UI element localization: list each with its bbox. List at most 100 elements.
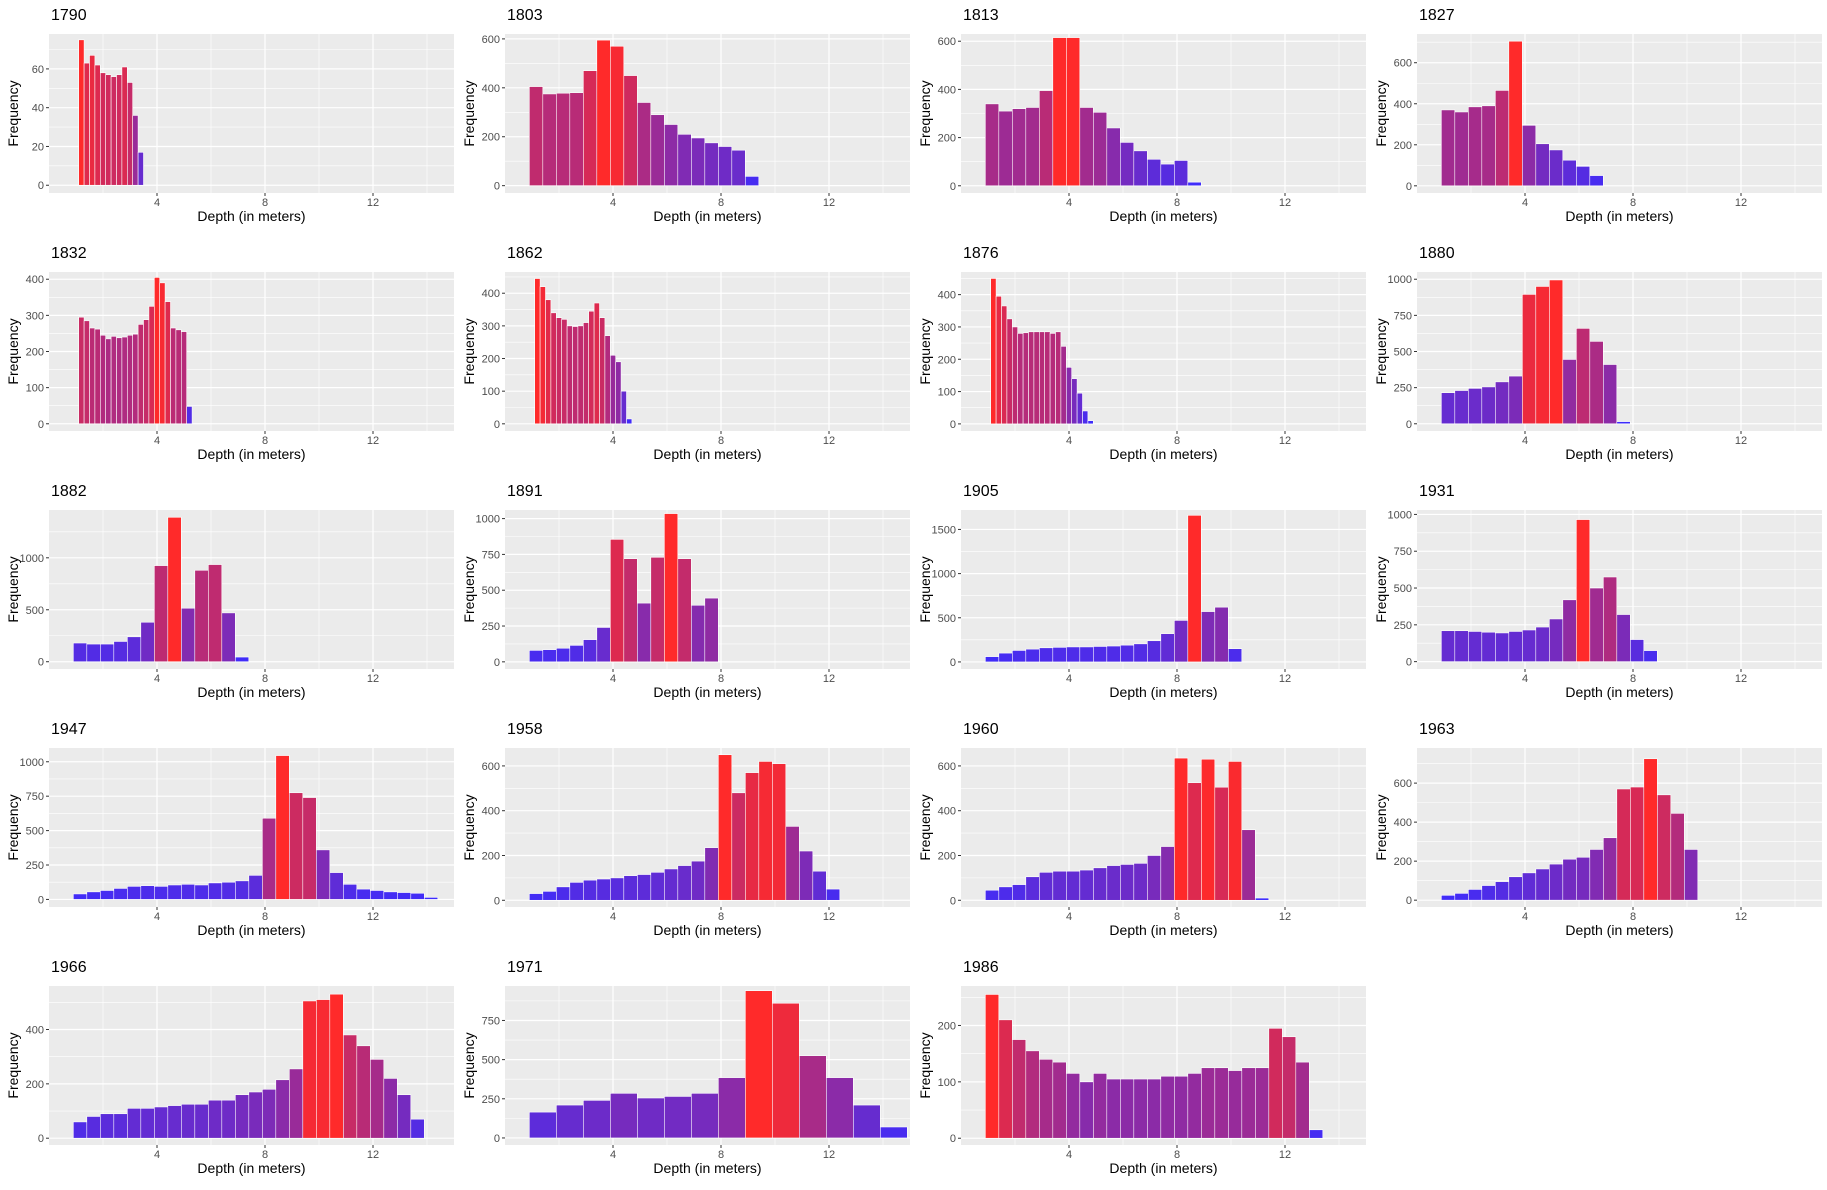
y-tick-label: 0 [38,419,44,431]
y-tick-label: 0 [38,180,44,192]
histogram-panel: 4 8 12 0 500 1000 1500 1905 Depth (in meters) Fre… [916,476,1372,714]
histogram-bar [1039,871,1054,901]
histogram-bar [1683,849,1699,901]
x-tick-label: 8 [1174,911,1180,923]
histogram-bar [1120,864,1135,901]
histogram-bar [127,886,142,900]
histogram-bar [78,316,85,425]
histogram-bar [1589,587,1604,662]
histogram-bar [1589,175,1604,187]
histogram-bar [194,569,209,663]
histogram-bar [110,336,117,425]
histogram-bar [86,1116,101,1139]
y-tick-label: 250 [26,860,44,872]
histogram-bar [181,1103,196,1139]
histogram-bar [556,886,571,901]
y-tick-label: 100 [938,387,956,399]
x-tick-label: 4 [1522,673,1528,685]
x-tick-label: 4 [1522,197,1528,209]
x-tick-label: 4 [1066,197,1072,209]
histogram-panel: 4 8 12 0 20 40 60 1790 Depth (in meters) Frequenc… [4,0,460,238]
histogram-bar [623,558,638,663]
histogram-bar [1589,341,1604,425]
x-tick-label: 12 [823,673,835,685]
histogram-bar [186,406,193,425]
x-tick-label: 8 [262,911,268,923]
histogram-bar [704,142,719,186]
histogram-bar [1066,367,1073,425]
histogram-bar [248,875,263,900]
histogram-svg: 4 8 12 0 500 1000 1882 Depth (in meters) Frequen… [5,483,454,700]
x-tick-label: 12 [367,1149,379,1161]
y-tick-label: 1500 [932,524,956,536]
y-tick-label: 500 [1394,347,1412,359]
histogram-bar [302,1000,317,1139]
histogram-bar [1549,618,1564,662]
histogram-bar [342,1034,358,1139]
histogram-bar [181,331,188,425]
panel-title: 1803 [507,7,543,24]
histogram-bar [1006,318,1013,425]
histogram-bar [121,66,128,186]
x-tick-label: 8 [1174,197,1180,209]
x-tick-label: 4 [610,911,616,923]
panel-title: 1971 [507,959,543,976]
x-axis-label: Depth (in meters) [1565,684,1673,700]
histogram-bar [1629,639,1645,662]
x-tick-label: 12 [1279,435,1291,447]
histogram-svg: 4 8 12 0 200 400 600 1963 Depth (in meters) Frequ… [1373,721,1822,938]
histogram-bar [73,893,88,900]
histogram-bar [1441,894,1456,901]
histogram-bar [121,336,128,425]
histogram-bar [825,888,841,901]
histogram-bar [221,881,236,900]
histogram-svg: 4 8 12 0 200 400 600 1803 Depth (in meters) Frequ… [461,7,910,224]
histogram-bar [127,82,134,186]
histogram-bar [1268,1027,1283,1139]
histogram-bar [1160,1075,1175,1139]
y-tick-label: 1000 [20,553,44,565]
histogram-bar [167,1105,182,1139]
histogram-bar [623,75,638,186]
x-tick-label: 8 [1174,673,1180,685]
histogram-bar [637,1097,665,1139]
histogram-bar [329,993,344,1139]
histogram-bar [1214,1067,1229,1139]
y-tick-label: 200 [482,132,500,144]
histogram-panel: 4 8 12 0 200 400 600 1958 Depth (in meters) Frequ… [460,714,916,952]
histogram-bar [1106,127,1121,187]
y-axis-label: Frequency [5,556,21,622]
histogram-bar [650,556,665,663]
x-tick-label: 12 [823,911,835,923]
histogram-panel: 4 8 12 0 200 400 600 1963 Depth (in meters) Frequ… [1372,714,1827,952]
histogram-bar [235,1094,250,1139]
y-tick-label: 0 [494,181,500,193]
histogram-bar [677,558,692,663]
histogram-bar [744,990,773,1139]
histogram-bar [1160,163,1175,187]
y-axis-label: Frequency [5,318,21,384]
histogram-svg: 4 8 12 0 100 200 300 400 1876 Depth (in meters) Fr… [917,245,1366,462]
y-axis-label: Frequency [1373,556,1389,622]
y-tick-label: 250 [1394,383,1412,395]
x-tick-label: 4 [1066,911,1072,923]
histogram-bar [302,797,317,900]
histogram-panel: 4 8 12 0 200 400 600 1813 Depth (in meters) Frequ… [916,0,1372,238]
y-tick-label: 400 [938,806,956,818]
y-axis-label: Frequency [917,318,933,384]
y-tick-label: 400 [26,1024,44,1036]
histogram-bar [159,282,166,425]
histogram-bar [998,652,1013,663]
histogram-bar [1076,392,1083,425]
histogram-bar [1468,388,1483,425]
y-tick-label: 400 [482,288,500,300]
histogram-bar [1508,876,1523,901]
x-tick-label: 8 [262,673,268,685]
histogram-bar [1173,620,1189,663]
histogram-bar [1173,1075,1189,1139]
histogram-bar [127,636,142,663]
y-axis-label: Frequency [917,556,933,622]
x-tick-label: 4 [154,435,160,447]
histogram-bar [1187,1073,1202,1139]
x-axis-label: Depth (in meters) [1565,446,1673,462]
